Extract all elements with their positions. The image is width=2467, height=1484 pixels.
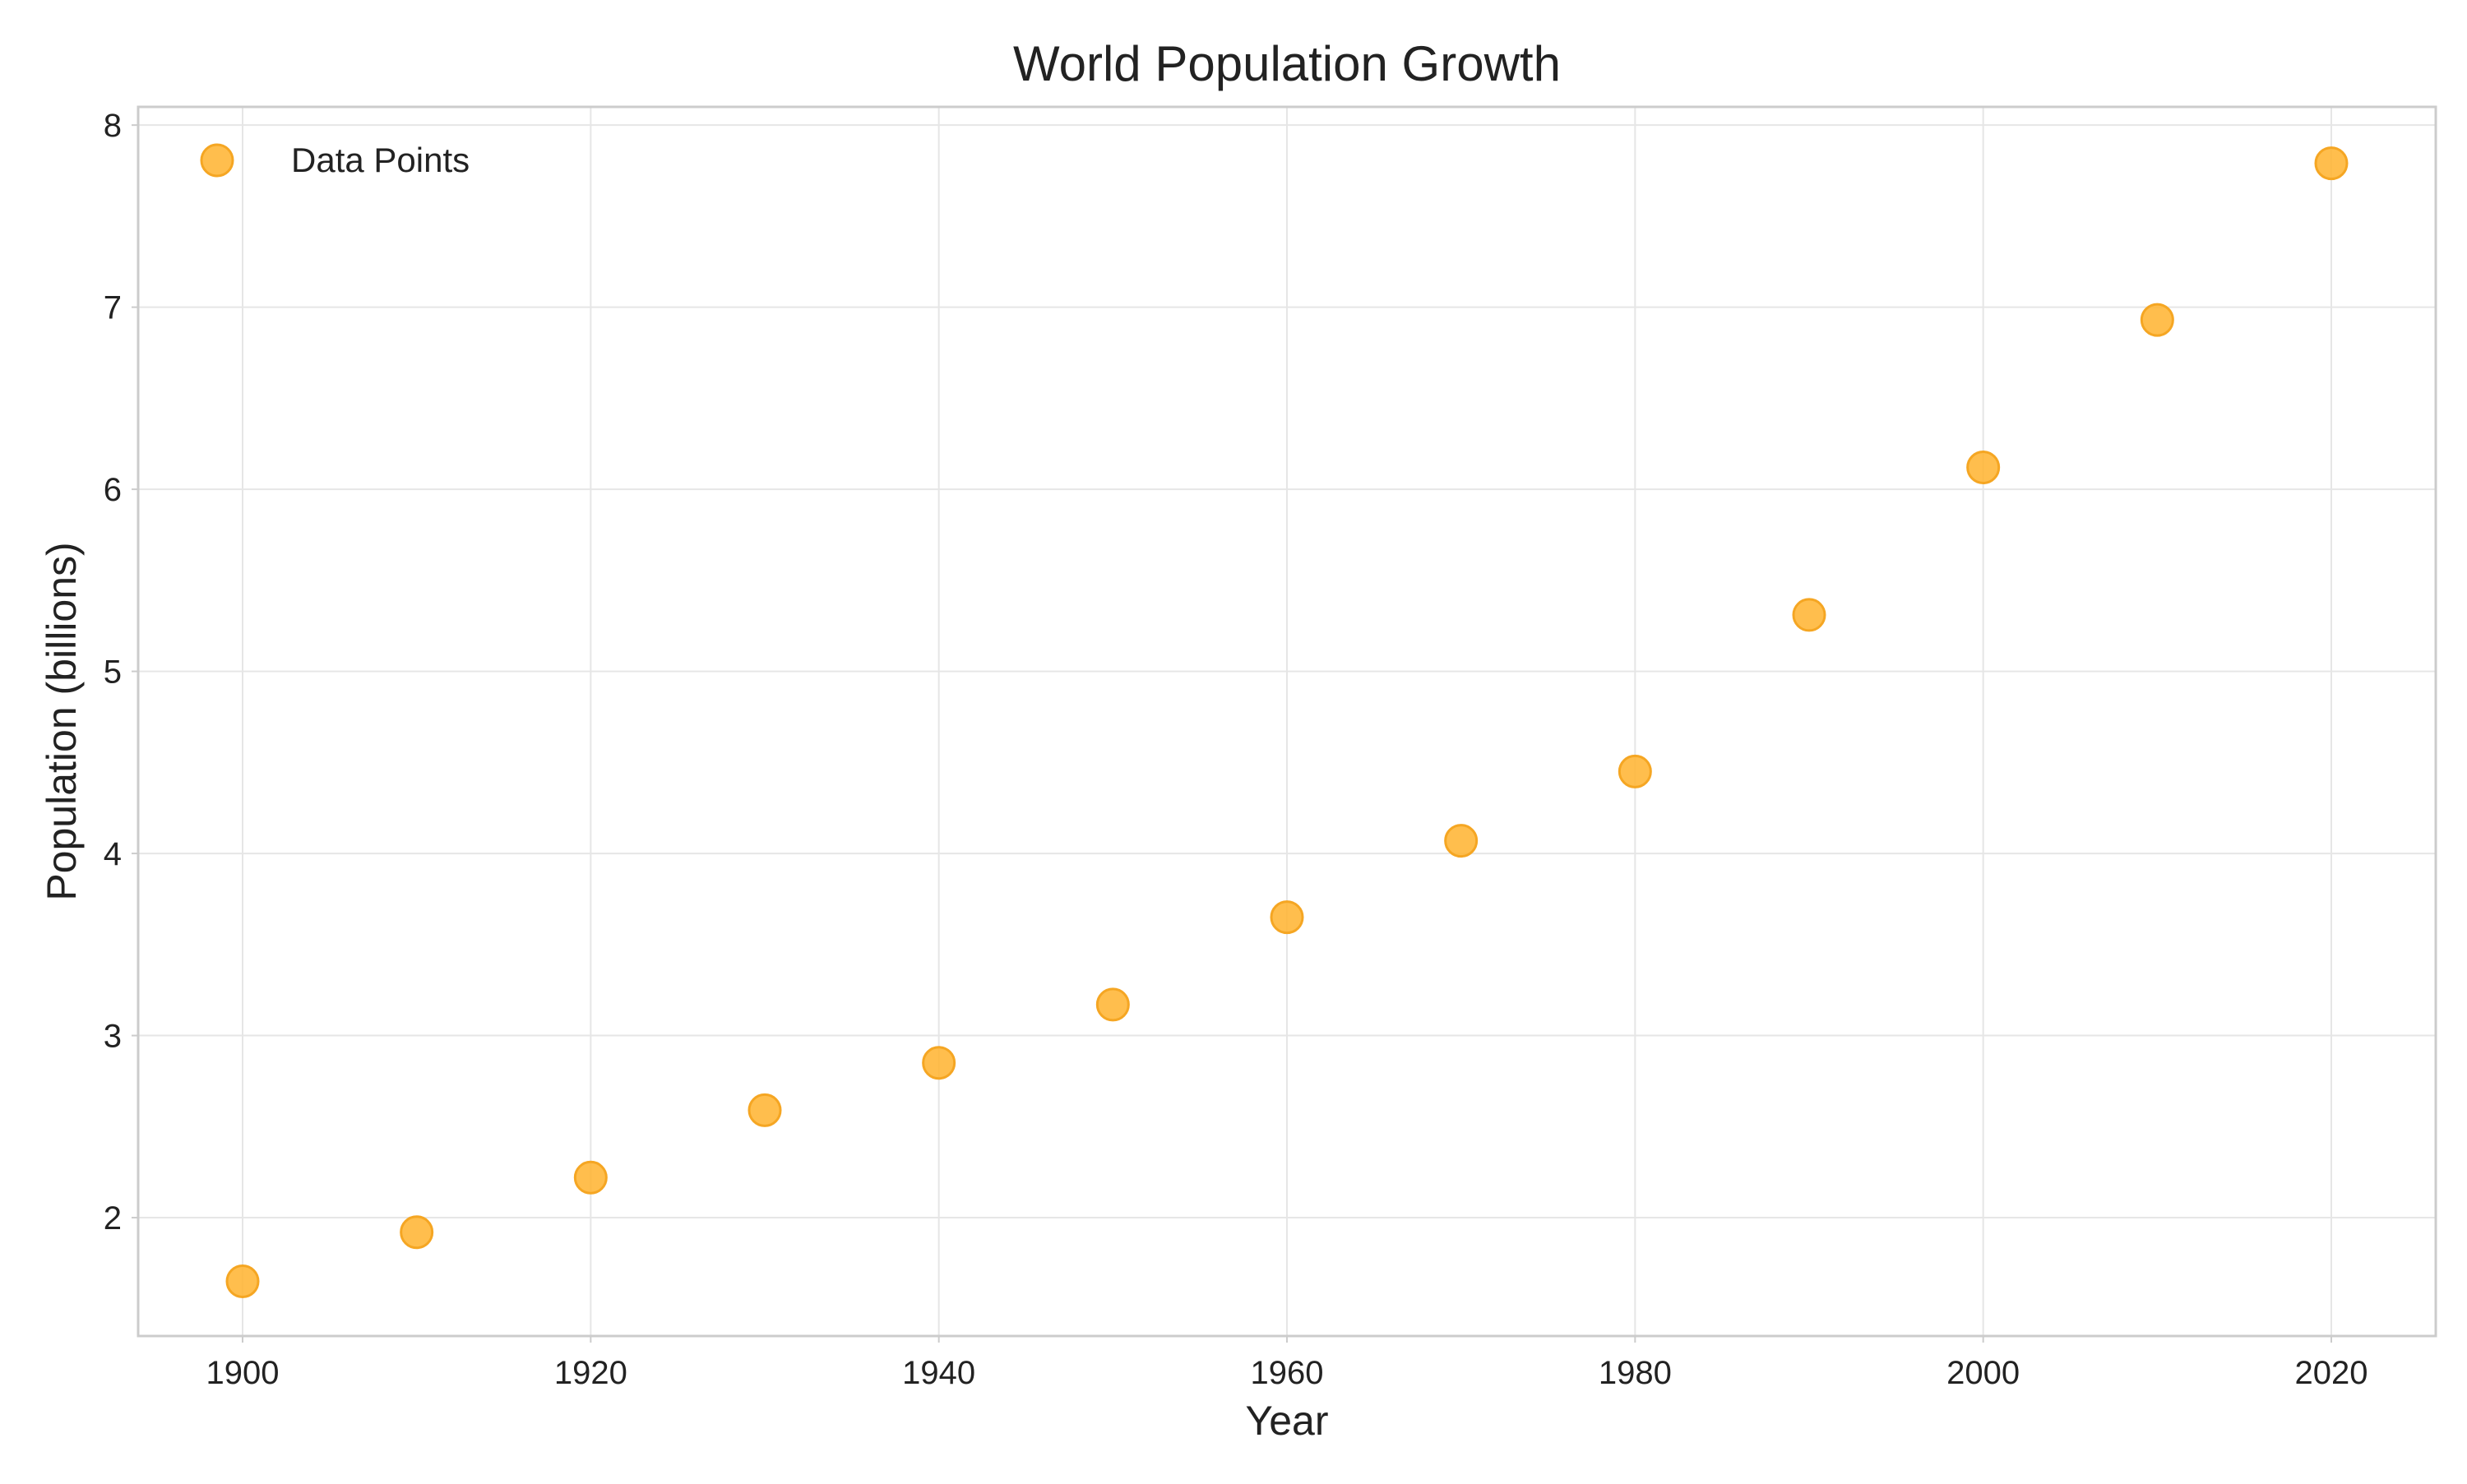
data-point xyxy=(1095,987,1130,1022)
y-axis-ticks: 2 3 4 5 6 7 8 xyxy=(104,108,138,1237)
data-point xyxy=(1966,451,2001,485)
data-point xyxy=(225,1264,260,1299)
y-tick-label: 8 xyxy=(104,108,122,144)
y-axis-label: Population (billions) xyxy=(39,542,85,900)
x-tick-label: 1920 xyxy=(554,1355,627,1391)
y-tick-label: 6 xyxy=(104,472,122,508)
y-tick-label: 5 xyxy=(104,654,122,691)
y-tick-label: 4 xyxy=(104,836,122,872)
data-point xyxy=(573,1160,608,1195)
data-point xyxy=(1444,824,1479,858)
data-point xyxy=(1792,598,1826,632)
legend: Data Points xyxy=(200,141,470,179)
x-tick-label: 1960 xyxy=(1251,1355,1324,1391)
x-tick-label: 2020 xyxy=(2295,1355,2368,1391)
data-point xyxy=(1618,754,1652,788)
data-point xyxy=(2314,146,2349,181)
x-axis-label: Year xyxy=(1245,1398,1328,1444)
y-tick-label: 2 xyxy=(104,1200,122,1237)
data-point xyxy=(1270,900,1304,935)
legend-marker-icon xyxy=(200,143,234,178)
data-point xyxy=(922,1046,956,1080)
legend-label: Data Points xyxy=(291,141,470,179)
x-tick-label: 1940 xyxy=(902,1355,975,1391)
data-point xyxy=(2140,303,2174,337)
data-point xyxy=(400,1215,434,1250)
grid-lines xyxy=(138,107,2436,1336)
y-tick-label: 3 xyxy=(104,1019,122,1055)
data-points xyxy=(225,146,2349,1299)
x-tick-label: 1900 xyxy=(206,1355,280,1391)
chart-title: World Population Growth xyxy=(1013,36,1561,91)
x-tick-label: 1980 xyxy=(1599,1355,1672,1391)
x-tick-label: 2000 xyxy=(1946,1355,2020,1391)
data-point xyxy=(748,1093,782,1127)
y-tick-label: 7 xyxy=(104,290,122,326)
x-axis-ticks: 1900 1920 1940 1960 1980 2000 2020 xyxy=(206,1336,2368,1391)
